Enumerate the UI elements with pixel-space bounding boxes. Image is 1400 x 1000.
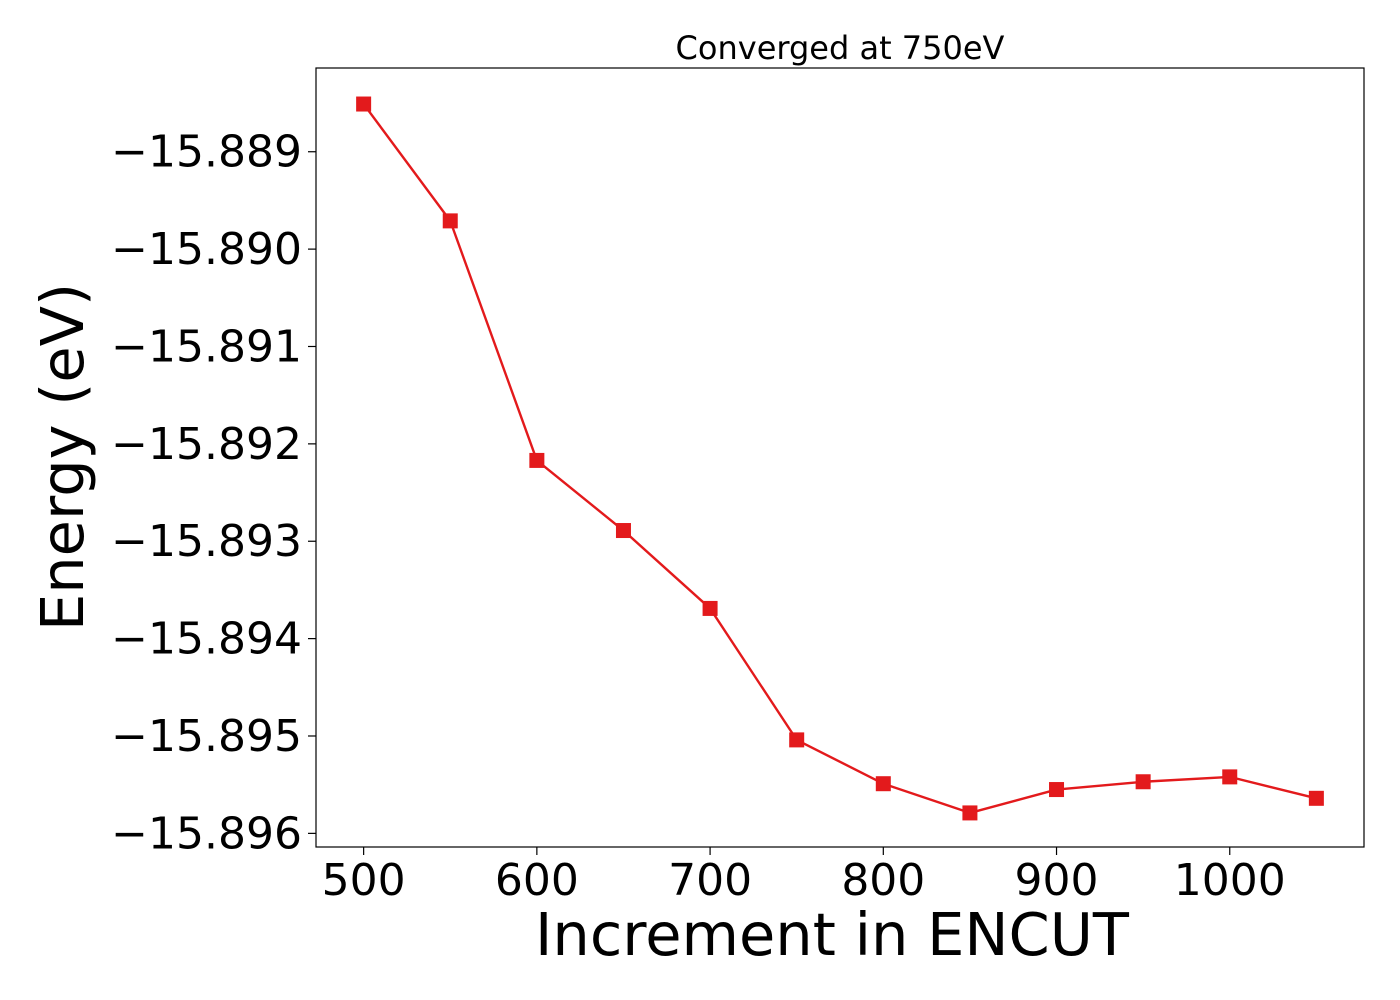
x-tick-label: 600: [495, 855, 579, 906]
y-tick-label: −15.893: [111, 516, 302, 567]
y-tick-label: −15.889: [111, 127, 302, 178]
plot-frame: [315, 67, 1365, 848]
data-point: [442, 213, 458, 229]
data-point: [1049, 782, 1065, 798]
x-tick-label: 800: [841, 855, 925, 906]
x-tick-label: 500: [322, 855, 406, 906]
data-point: [875, 776, 891, 792]
data-point: [962, 805, 978, 821]
series-line-0: [362, 103, 1317, 815]
y-tick-label: −15.892: [111, 419, 302, 470]
data-point: [529, 452, 545, 468]
data-point: [1222, 769, 1238, 785]
y-tick-label: −15.890: [111, 224, 302, 275]
x-axis-label: Increment in ENCUT: [535, 900, 1130, 969]
x-tick-label: 900: [1015, 855, 1099, 906]
data-point: [615, 523, 631, 539]
x-tick-label: 700: [668, 855, 752, 906]
plot-layer: 500 600 700 800 900 1000 −15.889 −15.890 −15.891…: [111, 96, 1324, 906]
chart-title: Converged at 750eV: [676, 29, 1005, 67]
data-point: [1135, 774, 1151, 790]
y-tick-label: −15.894: [111, 614, 302, 665]
x-tick-label: 1000: [1174, 855, 1286, 906]
y-tick-label: −15.891: [111, 321, 302, 372]
data-point: [1308, 790, 1324, 806]
data-point: [356, 96, 372, 112]
data-point: [702, 600, 718, 616]
y-axis-label: Energy (eV): [28, 283, 97, 631]
y-tick-label: −15.895: [111, 711, 302, 762]
y-tick-label: −15.896: [111, 808, 302, 859]
data-point: [789, 732, 805, 748]
